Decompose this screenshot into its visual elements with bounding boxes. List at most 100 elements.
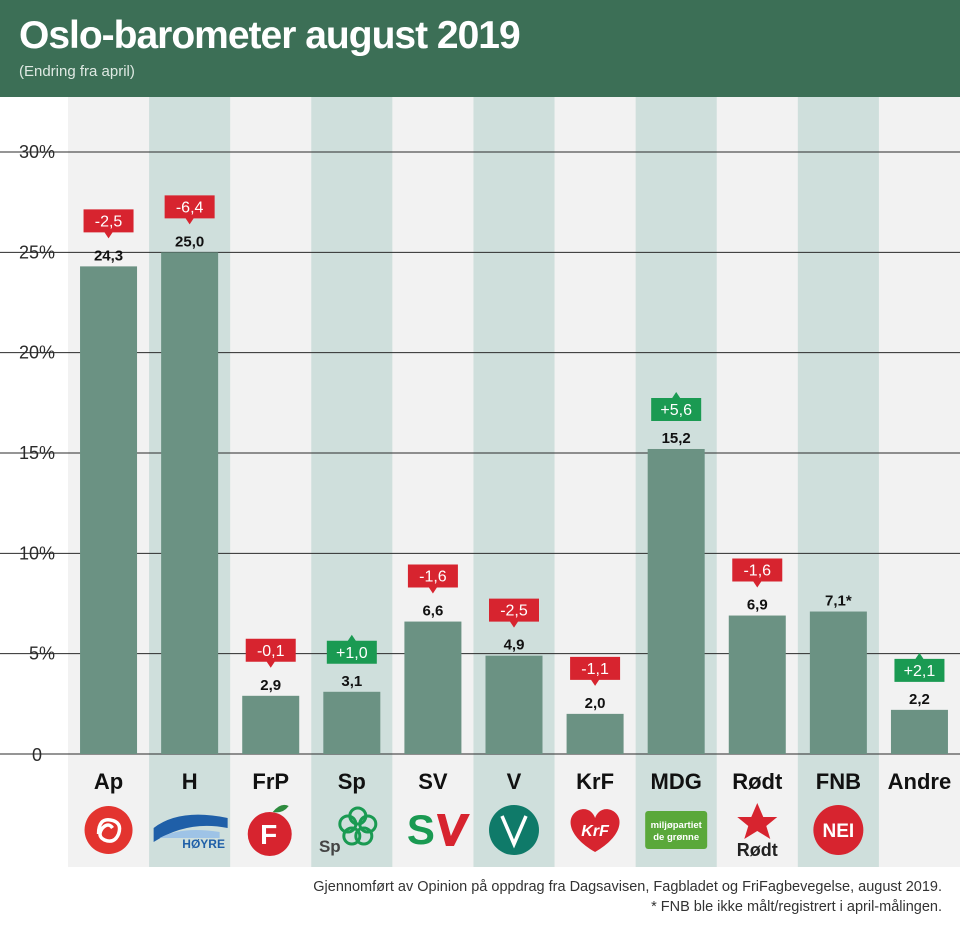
bar (728, 615, 786, 754)
krf-heart-logo: KrF (570, 809, 620, 852)
change-badge-negative (489, 598, 539, 628)
value-label: 7,1* (825, 593, 852, 610)
rose-swirl (96, 818, 122, 843)
change-label: -2,5 (500, 603, 528, 620)
change-badge-negative (83, 209, 134, 239)
chart-title: Oslo-barometer august 2019 (19, 14, 521, 57)
y-tick-label: 25% (19, 242, 55, 262)
mdg-logo-text-1: miljøpartiet (651, 820, 703, 831)
change-badge-negative (407, 564, 458, 594)
bar (485, 655, 543, 754)
y-tick-label: 15% (19, 443, 55, 463)
value-label: 2,0 (585, 695, 606, 712)
category-label: Rødt (732, 769, 783, 794)
value-label: 15,2 (662, 430, 691, 447)
rose-circle (84, 806, 133, 854)
category-label: FNB (816, 769, 861, 794)
bar (80, 266, 138, 754)
change-label: +5,6 (660, 402, 692, 419)
change-badge-negative (732, 558, 783, 588)
category-label: MDG (651, 769, 702, 794)
value-label: 3,1 (341, 673, 362, 690)
category-label: Andre (888, 769, 952, 794)
y-tick-label: 30% (19, 142, 55, 162)
sv-logo: S (407, 806, 470, 853)
fnb-nei-logo: NEI (813, 805, 864, 855)
change-label: -1,1 (581, 661, 609, 678)
hoyre-wave (153, 814, 228, 842)
bar (242, 695, 300, 754)
frp-apple-logo: F (247, 804, 292, 856)
apple-leaf (272, 804, 289, 813)
category-label: SV (418, 769, 448, 794)
ap-rose-logo (84, 806, 133, 854)
fnb-circle (813, 805, 864, 855)
sv-logo-v (436, 814, 470, 846)
change-badge-positive (894, 652, 945, 682)
chart-area: 0 5% 10% 15% 20% 25% 30% 24,3 -2,5 Ap 25,0 -6,4 H HØY… (0, 97, 960, 867)
chart-subtitle: (Endring fra april) (19, 63, 135, 80)
mdg-box (645, 811, 708, 849)
category-label: Ap (94, 769, 123, 794)
change-label: -1,6 (743, 563, 771, 580)
change-badge-negative (245, 638, 296, 668)
change-badge-negative (164, 195, 215, 225)
y-tick-label: 0 (32, 745, 42, 765)
krf-logo-text: KrF (581, 823, 610, 840)
value-label: 6,9 (747, 597, 768, 614)
bar (323, 691, 381, 754)
category-label: V (507, 769, 522, 794)
category-label: FrP (252, 769, 289, 794)
sp-clover-logo: Sp (319, 806, 378, 856)
hoyre-wave-light (159, 830, 220, 838)
category-label: H (182, 769, 198, 794)
value-label: 24,3 (94, 247, 123, 264)
bar (161, 252, 219, 755)
y-tick-label: 20% (19, 343, 55, 363)
change-label: -0,1 (257, 643, 285, 660)
venstre-v (500, 815, 528, 849)
change-label: -1,6 (419, 569, 447, 586)
bar-chart: 0 5% 10% 15% 20% 25% 30% 24,3 -2,5 Ap 25,0 -6,4 H HØY… (0, 97, 960, 867)
fnb-logo-text: NEI (823, 821, 855, 842)
y-tick-label: 10% (19, 543, 55, 563)
change-badge-positive (326, 634, 377, 664)
value-label: 2,2 (909, 691, 930, 708)
rodt-star (737, 803, 778, 839)
bar (809, 611, 867, 754)
category-label: Sp (338, 769, 366, 794)
value-label: 25,0 (175, 233, 204, 250)
mdg-logo-text-2: de grønne (653, 832, 699, 843)
change-badge-negative (570, 656, 621, 686)
change-label: +2,1 (904, 663, 936, 680)
footer-note: * FNB ble ikke målt/registrert i april-m… (651, 899, 942, 915)
apple-body (247, 812, 292, 856)
change-badge-positive (651, 391, 702, 421)
change-label: +1,0 (336, 645, 368, 662)
sv-logo-s: S (407, 806, 435, 853)
venstre-logo (489, 805, 539, 855)
bar (404, 621, 462, 754)
header-bar: Oslo-barometer august 2019 (Endring fra … (0, 0, 960, 97)
clover-leaf (354, 826, 374, 846)
value-label: 2,9 (260, 677, 281, 694)
category-label: KrF (576, 769, 614, 794)
change-label: -2,5 (95, 213, 123, 230)
value-label: 6,6 (422, 603, 443, 620)
y-tick-label: 5% (29, 644, 55, 664)
frp-logo-letter: F (260, 819, 277, 850)
bar (890, 709, 948, 754)
hoyre-logo-text: HØYRE (182, 837, 225, 851)
rodt-star-logo: Rødt (737, 803, 778, 860)
hoyre-wave-logo: HØYRE (153, 814, 228, 851)
sp-logo-text: Sp (319, 837, 341, 856)
clover-leaf (338, 814, 358, 834)
value-label: 4,9 (504, 637, 525, 654)
change-label: -6,4 (176, 199, 204, 216)
rodt-logo-text: Rødt (737, 840, 778, 860)
krf-heart (570, 809, 620, 852)
clover-leaf (358, 814, 378, 834)
bar (566, 713, 624, 754)
footer-source: Gjennomført av Opinion på oppdrag fra Da… (313, 879, 942, 895)
